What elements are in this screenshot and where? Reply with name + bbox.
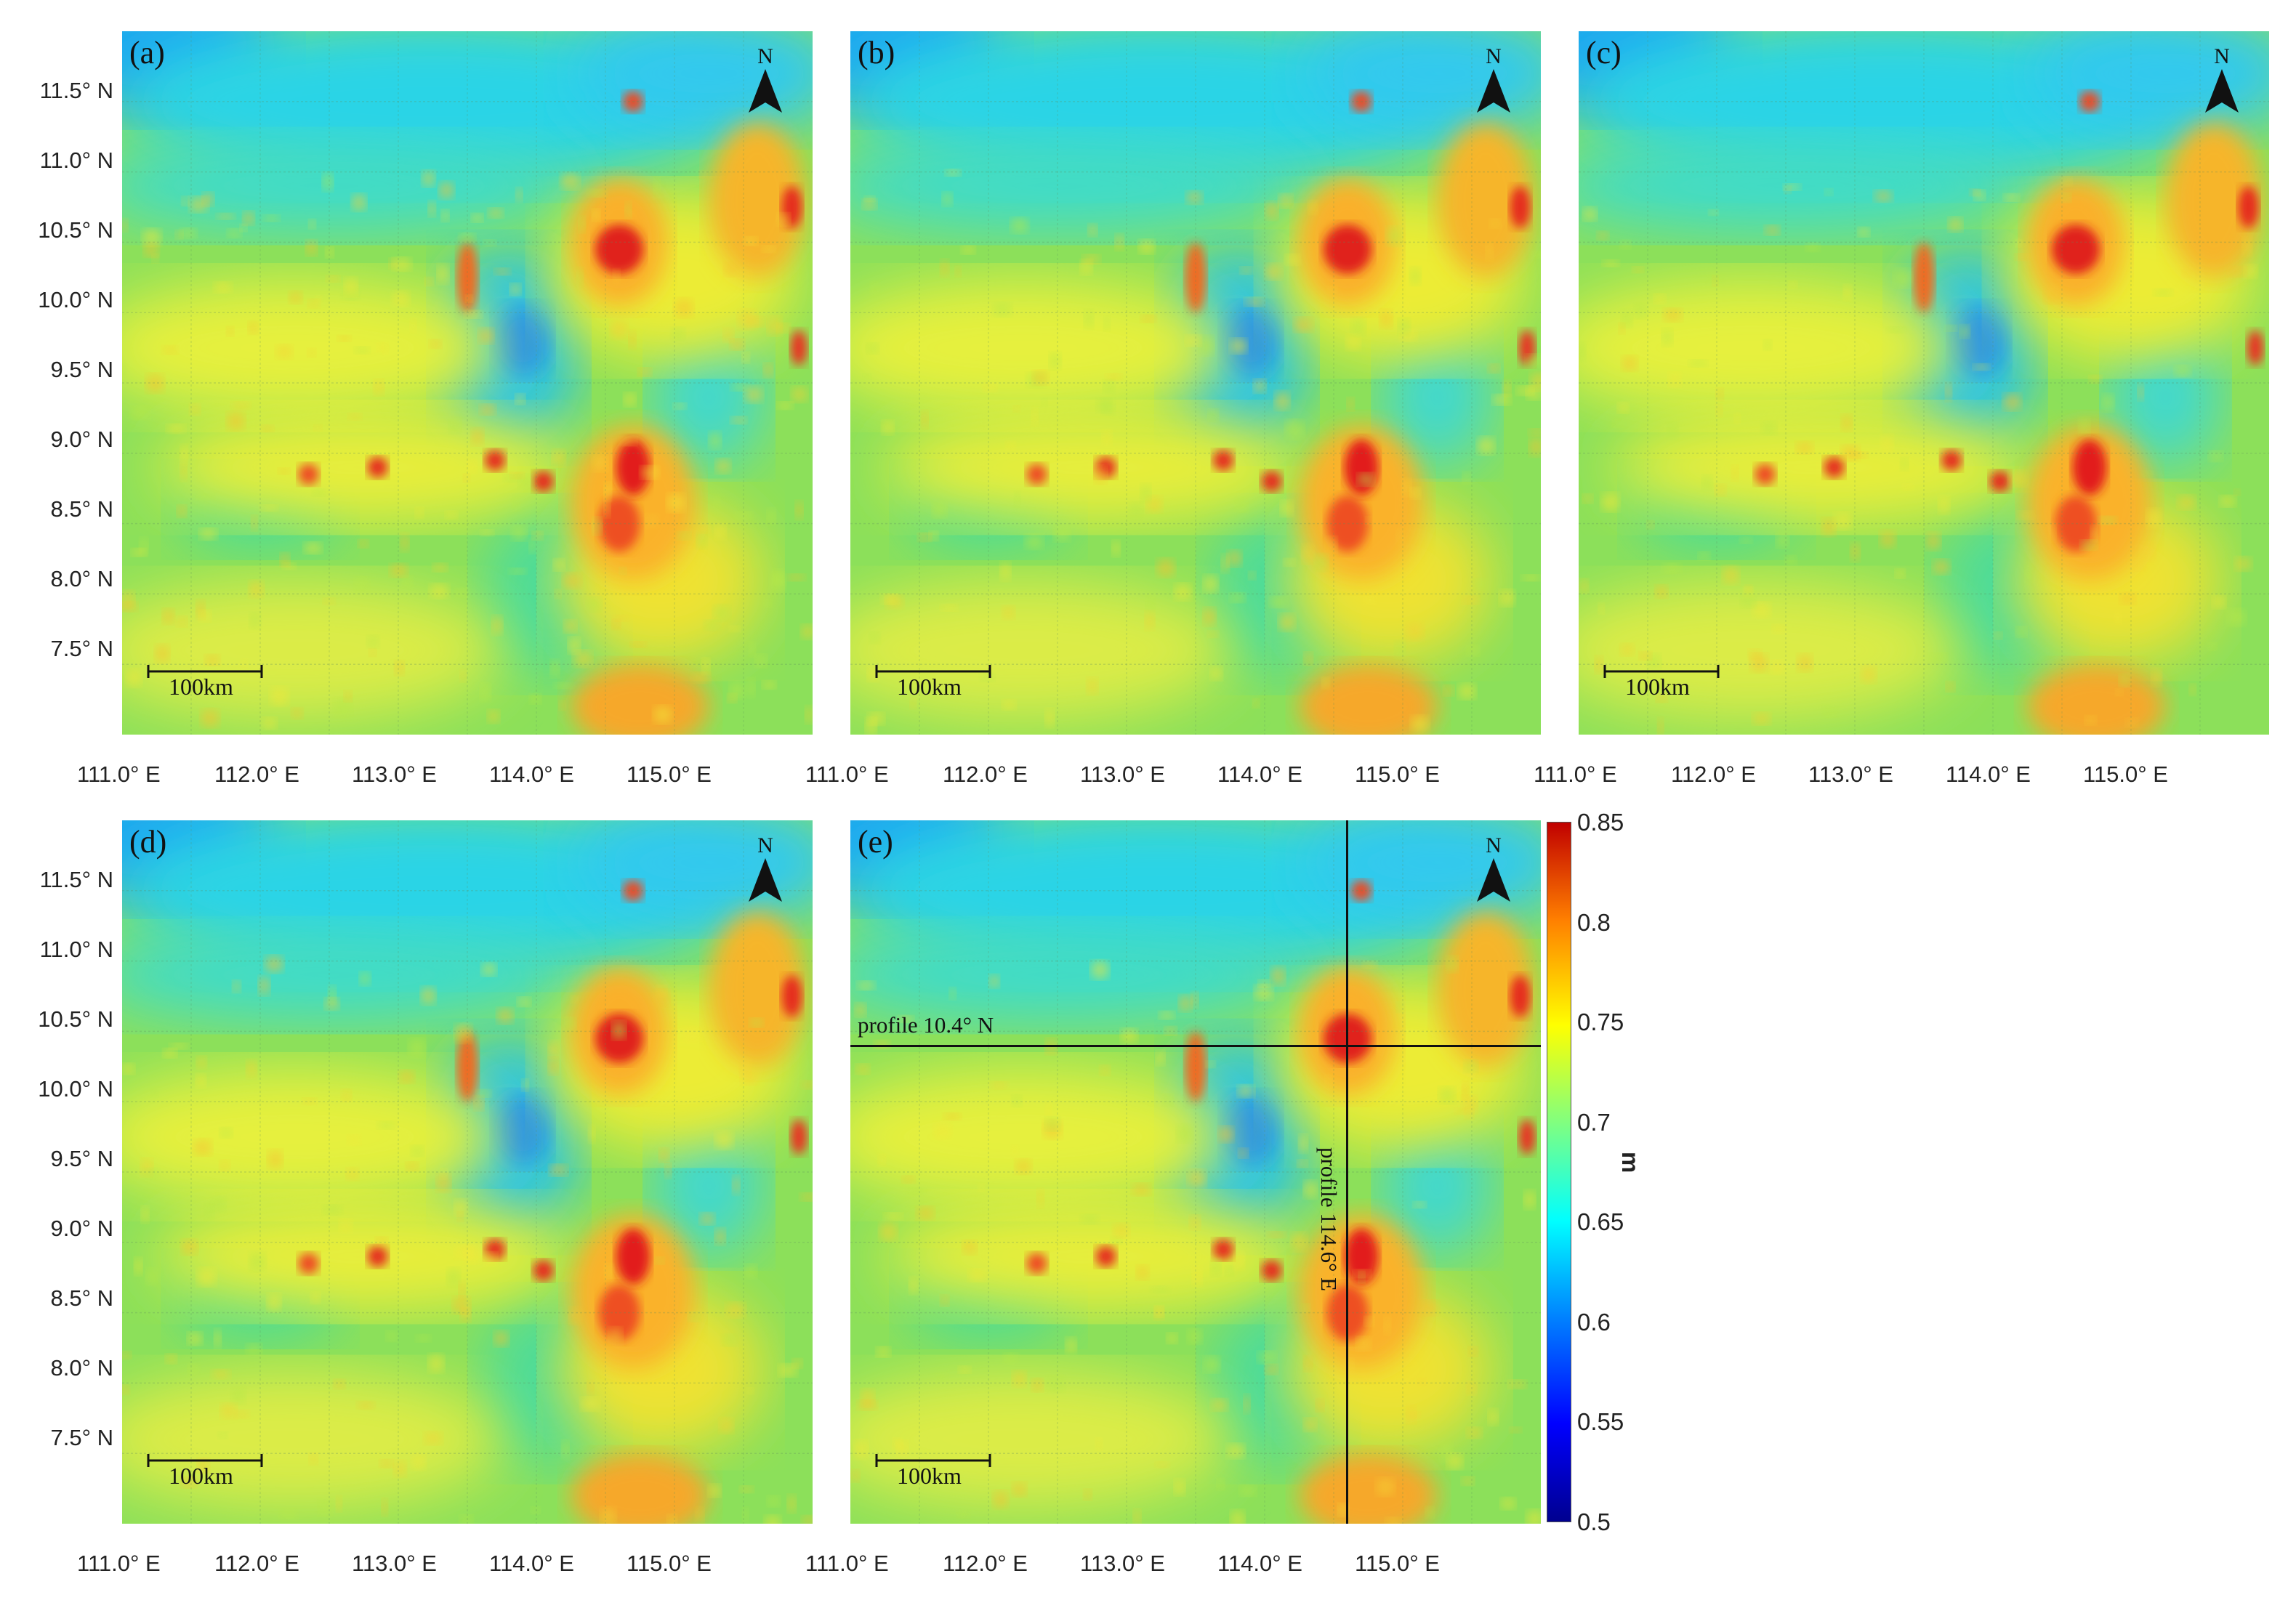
lon-tick-label: 111.0° E [1534, 761, 1617, 787]
lat-tick-label: 10.5° N [38, 217, 113, 243]
colorbar-tick-label: 0.6 [1577, 1308, 1611, 1336]
lon-tick-label: 114.0° E [1217, 761, 1302, 787]
north-arrow-icon: N [2204, 46, 2240, 126]
lon-tick-label: 113.0° E [352, 761, 437, 787]
profile-line-vertical [1346, 820, 1348, 1524]
scale-bar-label: 100km [1625, 674, 1690, 700]
lon-tick-label: 114.0° E [489, 1551, 574, 1576]
lon-tick-label: 115.0° E [1355, 761, 1440, 787]
lat-tick-label: 9.5° N [50, 1146, 114, 1171]
lon-tick-label: 113.0° E [1080, 761, 1165, 787]
colorbar-tick-label: 0.85 [1577, 809, 1624, 836]
lat-tick-label: 11.0° N [39, 148, 113, 173]
north-label: N [2214, 44, 2230, 68]
lat-tick-label: 8.5° N [50, 496, 114, 522]
profile-label-vertical: profile 114.6° E [1316, 1147, 1342, 1292]
lon-tick-label: 115.0° E [627, 1551, 712, 1576]
colorbar-tick-label: 0.7 [1577, 1108, 1611, 1136]
panel-label-e: (e) [858, 824, 893, 860]
panel-label-b: (b) [858, 35, 895, 70]
lat-tick-label: 10.0° N [38, 287, 113, 312]
north-arrow-icon: N [747, 835, 784, 915]
lon-tick-label: 113.0° E [1808, 761, 1893, 787]
lon-tick-label: 112.0° E [943, 1551, 1028, 1576]
map-panel-e: (e) N 100km profile 10.4° N profile 114.6° E [850, 820, 1541, 1524]
lat-tick-label: 10.0° N [38, 1076, 113, 1102]
north-label: N [757, 833, 773, 857]
colorbar-tick-label: 0.8 [1577, 908, 1611, 936]
scale-bar-label: 100km [897, 1463, 962, 1489]
lat-tick-label: 9.0° N [50, 427, 114, 452]
lon-tick-label: 114.0° E [489, 761, 574, 787]
lon-tick-label: 111.0° E [77, 1551, 161, 1576]
scale-bar: 100km [147, 1438, 263, 1489]
north-arrow-icon: N [1475, 46, 1512, 126]
scale-bar-label: 100km [169, 1463, 233, 1489]
map-panel-c: (c) N 100km [1579, 31, 2269, 735]
profile-label-horizontal: profile 10.4° N [858, 1012, 994, 1038]
lon-tick-label: 115.0° E [2083, 761, 2168, 787]
map-panel-b: (b) N 100km [850, 31, 1541, 735]
colorbar [1547, 822, 1571, 1522]
map-panel-a: (a) N 100km [122, 31, 813, 735]
colorbar-unit: m [1617, 1152, 1644, 1173]
lat-tick-label: 9.0° N [50, 1216, 114, 1241]
lat-tick-label: 8.5° N [50, 1285, 114, 1311]
north-label: N [1486, 44, 1502, 68]
anomaly-field-c [1579, 31, 2269, 735]
colorbar-tick-label: 0.75 [1577, 1009, 1624, 1035]
lon-tick-label: 114.0° E [1946, 761, 2031, 787]
anomaly-field-d [122, 820, 813, 1524]
north-arrow-icon: N [747, 46, 784, 126]
lat-tick-label: 7.5° N [50, 636, 114, 661]
scale-bar: 100km [875, 649, 991, 700]
lon-tick-label: 112.0° E [214, 1551, 299, 1576]
lon-tick-label: 115.0° E [1355, 1551, 1440, 1576]
anomaly-field-e [850, 820, 1541, 1524]
scale-bar: 100km [147, 649, 263, 700]
scale-bar-label: 100km [897, 674, 962, 700]
lat-tick-label: 11.5° N [39, 78, 113, 103]
lat-tick-label: 9.5° N [50, 357, 114, 382]
lon-tick-label: 112.0° E [1671, 761, 1756, 787]
lon-tick-label: 114.0° E [1217, 1551, 1302, 1576]
lon-tick-label: 113.0° E [352, 1551, 437, 1576]
lon-tick-label: 111.0° E [805, 1551, 889, 1576]
lat-tick-label: 11.5° N [39, 867, 113, 892]
lon-tick-label: 111.0° E [805, 761, 889, 787]
lat-tick-label: 10.5° N [38, 1006, 113, 1032]
lon-tick-label: 115.0° E [627, 761, 712, 787]
lon-tick-label: 111.0° E [77, 761, 161, 787]
scale-bar: 100km [875, 1438, 991, 1489]
anomaly-field-b [850, 31, 1541, 735]
lon-tick-label: 112.0° E [943, 761, 1028, 787]
panel-label-d: (d) [129, 824, 167, 860]
lat-tick-label: 8.0° N [50, 1355, 114, 1381]
lat-tick-label: 8.0° N [50, 566, 114, 591]
panel-label-a: (a) [129, 35, 165, 70]
colorbar-tick-label: 0.65 [1577, 1208, 1624, 1235]
scale-bar-label: 100km [169, 674, 233, 700]
anomaly-field-a [122, 31, 813, 735]
north-label: N [1486, 833, 1502, 857]
lon-tick-label: 112.0° E [214, 761, 299, 787]
lat-tick-label: 11.0° N [39, 937, 113, 962]
profile-line-horizontal [850, 1045, 1541, 1047]
lat-tick-label: 7.5° N [50, 1425, 114, 1450]
map-panel-d: (d) N 100km [122, 820, 813, 1524]
colorbar-tick-label: 0.5 [1577, 1508, 1611, 1535]
lon-tick-label: 113.0° E [1080, 1551, 1165, 1576]
colorbar-tick-label: 0.55 [1577, 1408, 1624, 1435]
panel-label-c: (c) [1586, 35, 1622, 70]
north-label: N [757, 44, 773, 68]
north-arrow-icon: N [1475, 835, 1512, 915]
scale-bar: 100km [1603, 649, 1720, 700]
